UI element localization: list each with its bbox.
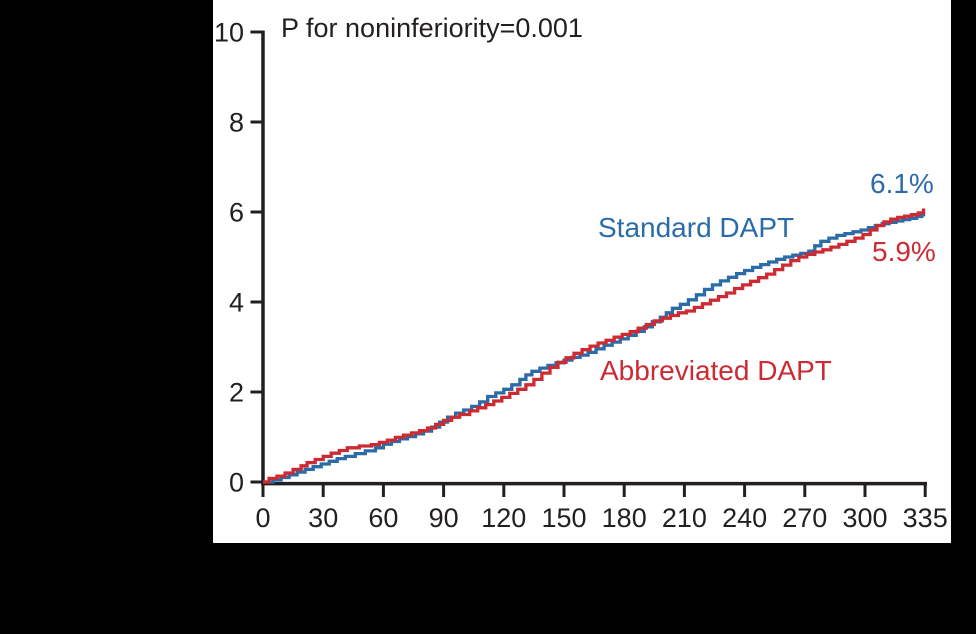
curve-standard-dapt	[263, 213, 926, 484]
x-tick-label: 90	[429, 503, 459, 533]
x-tick-label: 120	[481, 503, 526, 533]
x-tick-label: 210	[662, 503, 707, 533]
y-tick-label: 10	[214, 18, 244, 48]
y-axis-ticks: 0 2 4 6 8 10	[214, 18, 262, 498]
chart-panel: 0 2 4 6 8 10 0 30 60 90 120 150 180 210 240 270 300 335 …	[213, 0, 951, 543]
x-tick-label: 180	[602, 503, 647, 533]
y-tick-label: 8	[229, 108, 244, 138]
x-tick-label: 60	[368, 503, 398, 533]
end-value-standard: 6.1%	[870, 168, 934, 199]
y-tick-label: 0	[229, 468, 244, 498]
y-tick-label: 4	[229, 288, 244, 318]
x-tick-label: 30	[308, 503, 338, 533]
x-tick-label: 240	[722, 503, 767, 533]
y-tick-label: 6	[229, 198, 244, 228]
p-value-annotation: P for noninferiority=0.001	[281, 13, 583, 43]
series-label-standard: Standard DAPT	[598, 212, 794, 243]
x-tick-label: 300	[842, 503, 887, 533]
y-tick-label: 2	[229, 378, 244, 408]
series-label-abbreviated: Abbreviated DAPT	[600, 355, 832, 386]
curve-abbreviated-dapt	[263, 208, 926, 484]
x-tick-label: 335	[903, 503, 948, 533]
x-axis-ticks: 0 30 60 90 120 150 180 210 240 270 300 335	[255, 485, 948, 533]
end-value-abbreviated: 5.9%	[872, 236, 936, 267]
x-tick-label: 150	[541, 503, 586, 533]
x-tick-label: 0	[255, 503, 270, 533]
x-tick-label: 270	[782, 503, 827, 533]
